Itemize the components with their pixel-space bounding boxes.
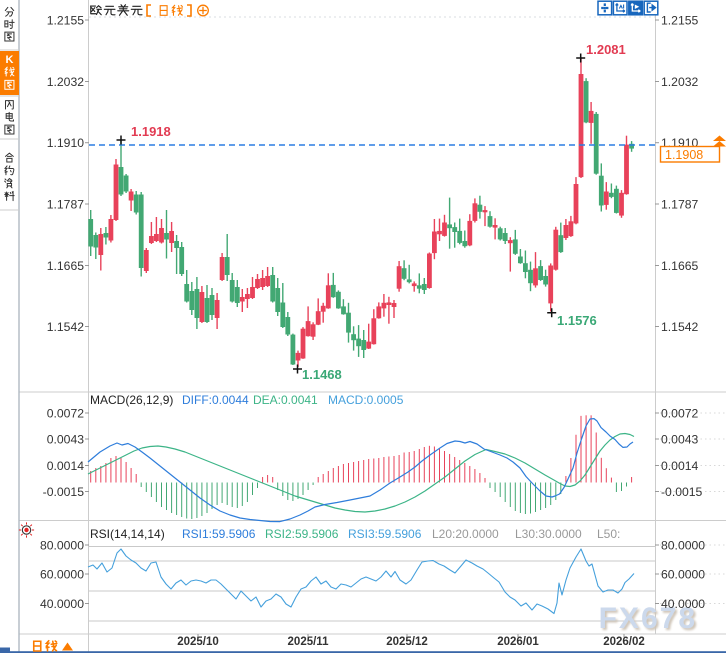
svg-text:40.0000: 40.0000 bbox=[661, 597, 705, 611]
svg-text:0.0072: 0.0072 bbox=[661, 406, 698, 420]
svg-text:1.1542: 1.1542 bbox=[661, 320, 698, 334]
svg-text:1.1908: 1.1908 bbox=[665, 148, 703, 162]
svg-text:0.0072: 0.0072 bbox=[47, 406, 84, 420]
svg-text:80.0000: 80.0000 bbox=[40, 538, 84, 552]
svg-text:RSI1:59.5906: RSI1:59.5906 bbox=[182, 527, 256, 541]
svg-text:1.1787: 1.1787 bbox=[47, 197, 84, 211]
svg-text:L20:20.0000: L20:20.0000 bbox=[432, 527, 499, 541]
svg-text:1.2032: 1.2032 bbox=[47, 75, 84, 89]
svg-text:K: K bbox=[6, 54, 14, 66]
svg-text:1.1665: 1.1665 bbox=[47, 259, 84, 273]
svg-text:1.2032: 1.2032 bbox=[661, 75, 698, 89]
svg-text:DIFF:0.0044: DIFF:0.0044 bbox=[182, 393, 249, 407]
svg-text:40.0000: 40.0000 bbox=[40, 597, 84, 611]
svg-text:0.0014: 0.0014 bbox=[661, 459, 698, 473]
svg-text:1.1787: 1.1787 bbox=[661, 197, 698, 211]
svg-text:80.0000: 80.0000 bbox=[661, 538, 705, 552]
svg-text:60.0000: 60.0000 bbox=[661, 567, 705, 581]
svg-text:1.1910: 1.1910 bbox=[47, 136, 84, 150]
svg-text:2025/12: 2025/12 bbox=[386, 636, 428, 648]
svg-text:MACD(26,12,9): MACD(26,12,9) bbox=[90, 393, 173, 407]
svg-text:1.2155: 1.2155 bbox=[47, 13, 84, 27]
svg-text:2025/11: 2025/11 bbox=[288, 636, 330, 648]
svg-text:0.0043: 0.0043 bbox=[661, 432, 698, 446]
svg-text:-0.0015: -0.0015 bbox=[661, 485, 703, 499]
svg-text:1.2155: 1.2155 bbox=[661, 13, 698, 27]
svg-text:FX678: FX678 bbox=[599, 602, 697, 635]
svg-text:RSI3:59.5906: RSI3:59.5906 bbox=[348, 527, 422, 541]
svg-text:60.0000: 60.0000 bbox=[40, 567, 84, 581]
svg-text:1.1576: 1.1576 bbox=[557, 313, 597, 328]
svg-text:1.1542: 1.1542 bbox=[47, 320, 84, 334]
svg-text:L50:: L50: bbox=[597, 527, 620, 541]
svg-text:1.2081: 1.2081 bbox=[586, 42, 626, 57]
svg-text:1.1665: 1.1665 bbox=[661, 259, 698, 273]
svg-text:1.1918: 1.1918 bbox=[131, 124, 171, 139]
svg-text:2026/01: 2026/01 bbox=[497, 636, 539, 648]
svg-text:MACD:0.0005: MACD:0.0005 bbox=[328, 393, 404, 407]
svg-text:RSI2:59.5906: RSI2:59.5906 bbox=[265, 527, 339, 541]
svg-text:0.0014: 0.0014 bbox=[47, 459, 84, 473]
svg-text:-0.0015: -0.0015 bbox=[43, 485, 85, 499]
svg-text:1.1468: 1.1468 bbox=[302, 367, 342, 382]
svg-text:L30:30.0000: L30:30.0000 bbox=[515, 527, 582, 541]
svg-text:2026/02: 2026/02 bbox=[603, 636, 645, 648]
svg-text:RSI(14,14,14): RSI(14,14,14) bbox=[90, 527, 165, 541]
svg-text:0.0043: 0.0043 bbox=[47, 432, 84, 446]
svg-text:2025/10: 2025/10 bbox=[177, 636, 219, 648]
svg-text:DEA:0.0041: DEA:0.0041 bbox=[253, 393, 318, 407]
